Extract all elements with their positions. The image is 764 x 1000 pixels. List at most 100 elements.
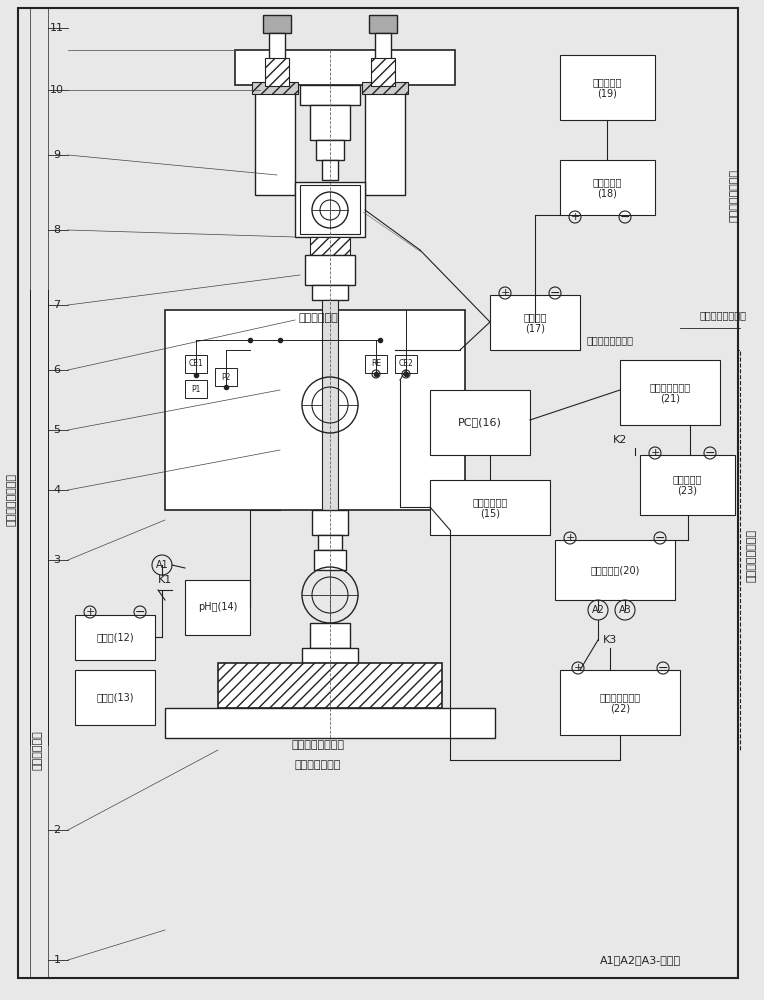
Bar [316,140,344,160]
Text: 土壤环境模拟系统: 土壤环境模拟系统 [7,474,17,526]
Bar [560,670,680,735]
Bar [314,550,346,570]
Bar [235,50,455,85]
Text: 1: 1 [53,955,60,965]
Text: +: + [570,212,580,222]
Bar [365,85,405,195]
Text: A1: A1 [156,560,168,570]
Text: RE: RE [371,360,381,368]
Text: 6: 6 [53,365,60,375]
Text: −: − [655,532,665,544]
Bar [185,580,250,635]
Bar [640,455,735,515]
Bar [430,390,530,455]
Text: CE1: CE1 [189,360,203,368]
Text: 数字万用表
(19): 数字万用表 (19) [593,77,622,98]
Text: A2: A2 [591,605,604,615]
Text: 3: 3 [53,555,60,565]
Bar [178,322,452,498]
Text: 11: 11 [50,23,64,33]
Text: 脉冲信号发生器
(21): 脉冲信号发生器 (21) [649,382,691,403]
Bar [300,85,360,105]
Bar [252,82,298,94]
Text: 5: 5 [53,425,60,435]
Text: 电化学测试系统: 电化学测试系统 [295,760,342,770]
Text: 电压放大器
(18): 电压放大器 (18) [593,177,622,198]
Bar [430,480,550,535]
Bar [395,355,417,373]
Text: P1: P1 [191,384,201,393]
Bar [371,58,395,86]
Text: P2: P2 [222,372,231,381]
Text: 应力加载测试系统: 应力加载测试系统 [292,740,345,750]
Text: 激助电源
(17): 激助电源 (17) [523,312,547,333]
Bar [165,708,495,738]
Bar [375,33,391,85]
Bar [185,380,207,398]
Text: K3: K3 [603,635,617,645]
Text: K1: K1 [158,575,172,585]
Text: +: + [565,533,575,543]
Bar [480,48,680,328]
Bar [263,15,291,33]
Text: −: − [134,605,145,618]
Text: +: + [650,448,659,458]
Bar [302,648,358,663]
Text: 2: 2 [53,825,60,835]
Text: 应力加载试验系统: 应力加载试验系统 [700,310,747,320]
Bar [322,300,338,515]
Bar [56,290,476,745]
Text: PC机(16): PC机(16) [458,418,502,428]
Bar [312,510,348,535]
Text: −: − [658,662,668,674]
Bar [300,185,360,234]
Bar [310,623,350,648]
Text: 恒压源(12): 恒压源(12) [96,633,134,643]
Bar [218,663,442,708]
Bar [75,615,155,660]
Bar [312,285,348,300]
Text: 杂散电流模拟系统: 杂散电流模拟系统 [747,528,757,582]
Text: pH计(14): pH计(14) [198,602,237,612]
Text: −: − [704,446,715,460]
Text: +: + [86,607,95,617]
Bar [322,160,338,180]
Text: 10: 10 [50,85,64,95]
Text: 恒流源（直流）
(22): 恒流源（直流） (22) [600,692,640,713]
Text: −: − [620,211,630,224]
Bar [365,355,387,373]
Bar [215,368,237,386]
Text: K2: K2 [613,435,627,445]
Text: 功率放大器
(23): 功率放大器 (23) [673,474,702,496]
Text: 电化学工作站
(15): 电化学工作站 (15) [472,497,507,518]
Bar [255,85,295,195]
Bar [490,295,580,350]
Bar [305,255,355,285]
Bar [555,540,675,600]
Text: CE2: CE2 [399,360,413,368]
Bar [369,15,397,33]
Bar [560,55,655,120]
Bar [68,560,216,735]
Text: 杂散电流模拟系统: 杂散电流模拟系统 [587,335,633,345]
Bar [620,360,720,425]
Bar [185,355,207,373]
Bar [318,535,342,550]
Bar [265,58,289,86]
Bar [295,182,365,237]
Bar [165,310,465,510]
Text: 9: 9 [53,150,60,160]
Text: A3: A3 [619,605,631,615]
Text: 应力加载试验系统: 应力加载试验系统 [730,168,740,222]
Text: A1、A2、A3-电流表: A1、A2、A3-电流表 [600,955,681,965]
Bar [75,670,155,725]
Text: 土壤模拟溶液: 土壤模拟溶液 [298,313,338,323]
Bar [269,33,285,85]
Text: +: + [573,663,583,673]
Text: 阴极保护系统: 阴极保护系统 [33,730,43,770]
Bar [310,105,350,140]
Text: −: − [550,286,560,300]
Bar [560,160,655,215]
Bar [362,82,408,94]
Bar [310,237,350,255]
